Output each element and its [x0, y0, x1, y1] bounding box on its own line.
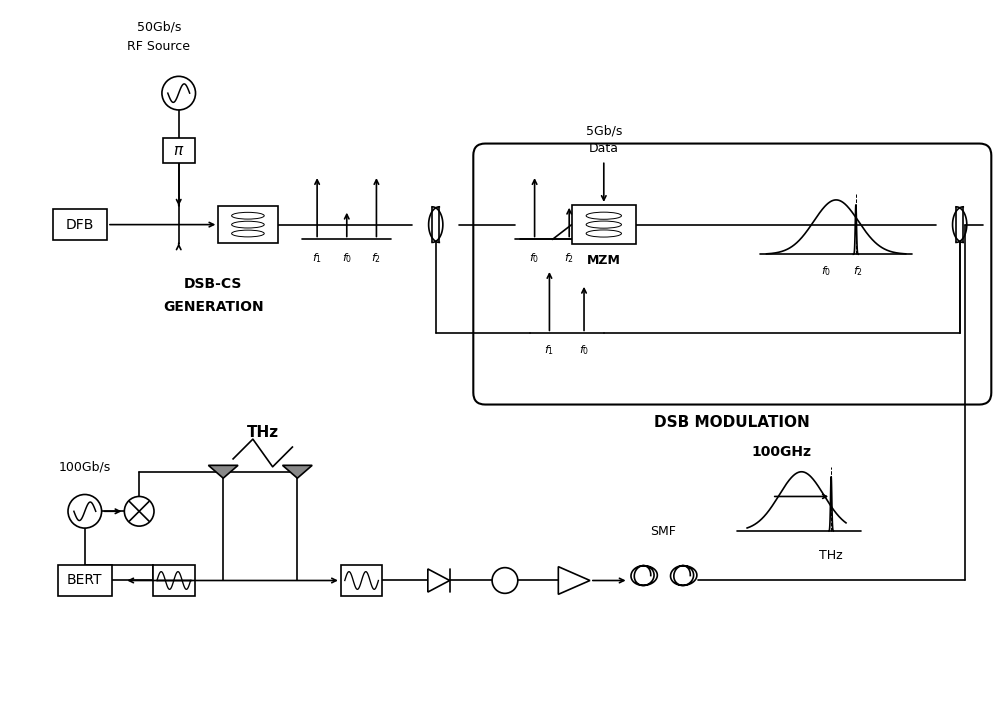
Bar	[341, 565, 382, 596]
Text: DSB MODULATION: DSB MODULATION	[654, 415, 810, 430]
Ellipse shape	[232, 221, 264, 228]
Text: $f_2$: $f_2$	[564, 251, 574, 265]
Text: DFB: DFB	[66, 218, 94, 232]
Text: $f_1$: $f_1$	[544, 343, 555, 357]
Ellipse shape	[586, 212, 621, 219]
Text: THz: THz	[819, 550, 843, 562]
Ellipse shape	[586, 230, 621, 237]
Text: $f_2$: $f_2$	[853, 264, 863, 278]
Text: $f_0$: $f_0$	[529, 251, 540, 265]
Polygon shape	[283, 465, 312, 478]
Text: GENERATION: GENERATION	[163, 300, 264, 314]
Text: MZM: MZM	[587, 254, 621, 267]
Text: 50Gb/s: 50Gb/s	[137, 20, 181, 33]
Circle shape	[492, 568, 518, 593]
Text: $f_0$: $f_0$	[579, 343, 589, 357]
Text: DSB-CS: DSB-CS	[184, 277, 243, 291]
Text: $\pi$: $\pi$	[173, 143, 184, 158]
Bar	[163, 138, 195, 163]
Text: $f_2$: $f_2$	[371, 251, 381, 265]
Bar	[572, 205, 636, 245]
Text: $f_0$: $f_0$	[342, 251, 352, 265]
Polygon shape	[208, 465, 238, 478]
Bar	[53, 209, 107, 240]
Text: RF Source: RF Source	[127, 40, 190, 53]
Text: Data: Data	[589, 142, 619, 155]
Text: 100Gb/s: 100Gb/s	[59, 460, 111, 473]
Text: SMF: SMF	[650, 525, 676, 537]
Text: $f_1$: $f_1$	[312, 251, 322, 265]
Circle shape	[124, 496, 154, 526]
Text: 100GHz: 100GHz	[752, 445, 812, 459]
Ellipse shape	[586, 221, 621, 228]
Bar	[218, 206, 278, 243]
Polygon shape	[558, 566, 590, 594]
Text: 5Gb/s: 5Gb/s	[586, 124, 622, 137]
Text: $f_0$: $f_0$	[821, 264, 831, 278]
Bar	[58, 565, 112, 596]
Bar	[153, 565, 195, 596]
Text: BERT: BERT	[67, 574, 103, 587]
Ellipse shape	[232, 230, 264, 237]
Circle shape	[162, 76, 196, 110]
Circle shape	[68, 494, 102, 528]
Ellipse shape	[232, 213, 264, 219]
Polygon shape	[428, 569, 450, 592]
Text: THz: THz	[247, 424, 279, 440]
